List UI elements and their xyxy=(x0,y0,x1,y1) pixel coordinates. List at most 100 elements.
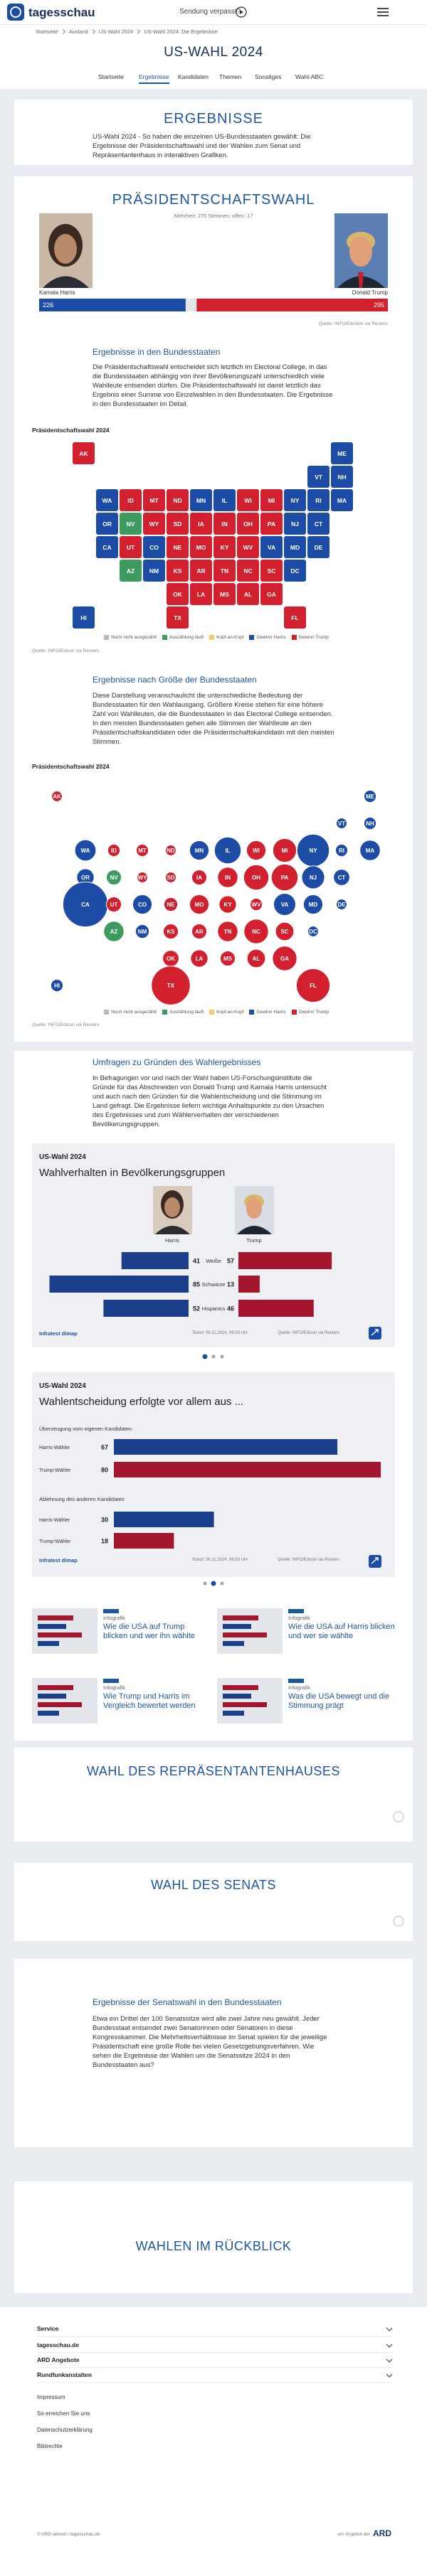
legend: Noch nicht ausgezählt Auszählung läuft Kop… xyxy=(0,1010,427,1015)
state-label: OR xyxy=(81,875,90,881)
state-label: NC xyxy=(252,929,260,935)
state-label: DE xyxy=(315,544,323,551)
state-tile xyxy=(284,560,306,582)
teaser-kicker: Infografik xyxy=(288,1615,310,1621)
state-bubble xyxy=(302,894,324,915)
tab[interactable]: Themen xyxy=(219,73,242,80)
state-bubble xyxy=(273,892,297,916)
state-label: AK xyxy=(53,793,61,800)
house-box xyxy=(14,1748,413,1842)
tab[interactable]: Sonstiges xyxy=(255,73,282,80)
logo-text[interactable]: tagesschau xyxy=(28,6,95,19)
footer-link[interactable]: Bildrechte xyxy=(37,2443,63,2449)
teaser-title[interactable]: Wie die USA auf Harris blicken und wer s… xyxy=(288,1623,395,1640)
tab[interactable]: Ergebnisse xyxy=(139,73,169,84)
menu-icon[interactable] xyxy=(377,8,389,16)
bar xyxy=(238,1252,332,1269)
photo-harris xyxy=(39,213,93,288)
teaser-image-bar xyxy=(38,1641,59,1646)
state-label: IL xyxy=(225,848,230,854)
footer-menu-item[interactable]: Rundfunkanstalten xyxy=(37,2371,92,2378)
state-label: AR xyxy=(196,567,205,574)
state-label: WI xyxy=(244,497,251,504)
group-heading: Überzeugung vom eigenen Kandidaten xyxy=(39,1426,132,1432)
top-area xyxy=(0,0,427,89)
state-label: VA xyxy=(268,544,275,551)
missed-link[interactable]: Sendung verpasst? xyxy=(179,8,241,16)
tab[interactable]: Kandidaten xyxy=(178,73,209,80)
state-tile xyxy=(167,583,189,605)
state-label: ID xyxy=(127,497,134,504)
senate-box xyxy=(14,1863,413,1941)
state-bubble xyxy=(103,921,125,942)
teaser-image-bar xyxy=(38,1624,66,1629)
paragraph: US-Wahl 2024 - So haben die einzelnen US… xyxy=(93,133,311,159)
breadcrumb-item[interactable]: US-Wahl 2024 xyxy=(98,28,134,35)
breadcrumb-item[interactable]: Ausland xyxy=(68,28,88,35)
state-tile xyxy=(143,560,165,582)
state-bubble xyxy=(189,840,210,861)
state-label: MO xyxy=(196,544,206,551)
tab[interactable]: Startseite xyxy=(98,73,124,80)
candidate-name: Kamala Harris xyxy=(39,289,75,296)
row-label: Schwarze xyxy=(202,1281,226,1288)
teaser-title[interactable]: Wie Trump und Harris im Vergleich bewert… xyxy=(103,1692,196,1710)
state-label: MN xyxy=(195,848,204,854)
state-bubble xyxy=(105,896,122,913)
state-bubble xyxy=(190,949,209,968)
state-bubble xyxy=(105,869,122,886)
state-label: HI xyxy=(54,983,60,989)
state-label: ND xyxy=(167,848,175,854)
state-tile xyxy=(167,513,189,535)
logo-icon-ring xyxy=(10,6,21,18)
section-heading: Ergebnisse der Senatswahl in den Bundess… xyxy=(93,1997,282,2007)
bar xyxy=(114,1512,214,1527)
expand-icon[interactable] xyxy=(393,1915,404,1927)
teaser-title[interactable]: Was die USA bewegt und die Stimmung präg… xyxy=(288,1692,390,1710)
state-label: FL xyxy=(291,614,298,621)
state-bubble xyxy=(217,867,238,888)
state-tile xyxy=(96,513,118,535)
value-label: 226 xyxy=(43,301,53,309)
paragraph: Etwa ein Drittel der 100 Senatssitze wir… xyxy=(93,2015,327,2069)
share-icon[interactable] xyxy=(369,1555,381,1568)
carousel-dots[interactable] xyxy=(203,1581,224,1586)
state-bubble xyxy=(336,818,347,829)
state-label: NM xyxy=(138,929,147,935)
state-tile xyxy=(214,489,236,511)
footer-menu-item[interactable]: ARD Angebote xyxy=(37,2356,80,2363)
expand-icon[interactable] xyxy=(393,1811,404,1822)
teaser-image[interactable] xyxy=(217,1678,283,1723)
photo-trump xyxy=(334,213,388,288)
legend-label: Gewinn Trump xyxy=(298,635,329,640)
teaser-image[interactable] xyxy=(32,1608,97,1654)
state-label: PA xyxy=(281,875,289,881)
section-title: PRÄSIDENTSCHAFTSWAHL xyxy=(112,192,315,208)
section-title: ERGEBNISSE xyxy=(163,111,264,127)
page-title: US-WAHL 2024 xyxy=(164,44,263,60)
footer-menu-item[interactable]: Service xyxy=(37,2325,59,2332)
state-label: OR xyxy=(102,520,112,528)
share-icon[interactable] xyxy=(369,1327,381,1340)
breadcrumb-item[interactable]: US-Wahl 2024: Die Ergebnisse xyxy=(144,28,218,35)
ard-logo[interactable]: ARD xyxy=(373,2528,391,2538)
teaser-image[interactable] xyxy=(217,1608,283,1654)
play-icon[interactable] xyxy=(236,6,247,18)
state-label: CT xyxy=(338,875,346,881)
photo-trump-small xyxy=(235,1186,274,1234)
carousel-dots[interactable] xyxy=(202,1354,224,1359)
state-bubble xyxy=(218,895,237,914)
footer-link[interactable]: Impressum xyxy=(37,2394,65,2400)
row-label: Harris-Wähler xyxy=(39,1518,70,1523)
teaser-title[interactable]: Wie die USA auf Trump blicken und wer ih… xyxy=(103,1623,196,1640)
footer-link[interactable]: Datenschutzerklärung xyxy=(37,2427,93,2433)
state-label: WA xyxy=(81,848,90,854)
tab[interactable]: Wahl-ABC xyxy=(295,73,324,80)
teaser-image[interactable] xyxy=(32,1678,97,1723)
legend-label: Kopf-an-Kopf xyxy=(216,1010,244,1015)
share-arrow xyxy=(371,1329,379,1336)
footer-link[interactable]: So erreichen Sie uns xyxy=(37,2410,90,2417)
footer-menu-item[interactable]: tagesschau.de xyxy=(37,2341,80,2348)
footer-chevron xyxy=(386,2327,393,2331)
breadcrumb-item[interactable]: Startseite xyxy=(36,28,58,35)
